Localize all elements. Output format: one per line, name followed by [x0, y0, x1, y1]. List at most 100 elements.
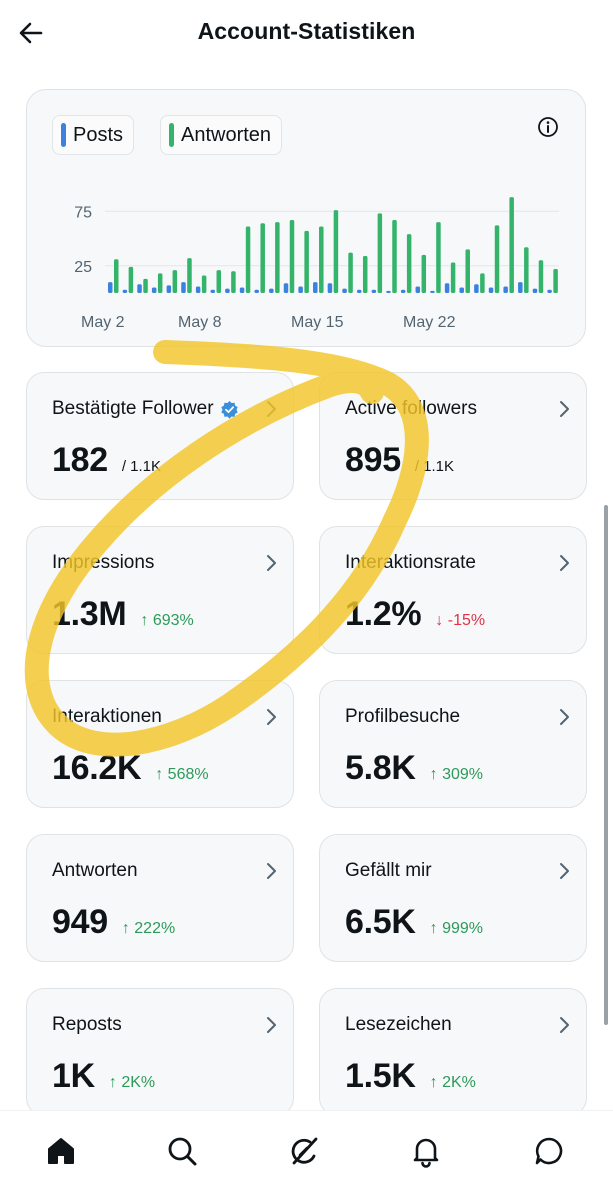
bar-posts — [430, 290, 435, 293]
activity-chart-card: Posts Antworten 75 25 May 2 May 8 May 15 May … — [26, 89, 586, 347]
stat-label-text: Reposts — [52, 1014, 122, 1035]
stat-value-row: 1K ↑ 2K% — [52, 1057, 155, 1096]
stat-value-row: 6.5K ↑ 999% — [345, 903, 483, 942]
bar-replies — [333, 210, 339, 293]
bar-posts — [371, 289, 377, 293]
stat-card-engagement-rate[interactable]: Interaktionsrate 1.2% ↓ -15% — [319, 526, 587, 654]
x-tick-label: May 22 — [403, 314, 456, 331]
stat-card-reposts[interactable]: Reposts 1K ↑ 2K% — [26, 988, 294, 1116]
legend-replies-label: Antworten — [181, 123, 272, 146]
legend-replies[interactable]: Antworten — [160, 115, 283, 155]
y-tick-label: 25 — [74, 259, 92, 276]
bar-posts — [298, 286, 303, 293]
bar-replies — [201, 275, 207, 293]
nav-search[interactable] — [162, 1131, 202, 1171]
stat-value: 5.8K — [345, 749, 416, 787]
bar-replies — [509, 197, 514, 293]
x-tick-label: May 8 — [178, 314, 222, 331]
stat-value: 895 — [345, 441, 401, 479]
bar-posts — [444, 283, 450, 293]
bar-posts — [518, 282, 523, 293]
legend-posts[interactable]: Posts — [52, 115, 135, 155]
bar-replies — [304, 230, 309, 293]
nav-messages[interactable] — [529, 1131, 569, 1171]
stat-label: Antworten — [52, 860, 138, 882]
bar-replies — [524, 247, 529, 293]
bar-replies — [538, 260, 544, 293]
stat-total: / 1.1K — [121, 458, 162, 475]
bar-posts — [459, 287, 464, 293]
messages-icon — [535, 1137, 563, 1165]
bar-posts — [269, 288, 274, 293]
header: Account-Statistiken — [0, 0, 613, 70]
bar-replies — [348, 252, 353, 293]
chevron-right-icon — [267, 555, 276, 571]
bar-replies — [231, 271, 236, 293]
bar-posts — [122, 289, 128, 293]
nav-notifications[interactable] — [406, 1131, 446, 1171]
bar-posts — [415, 286, 421, 293]
chevron-right-icon — [560, 555, 569, 571]
stat-card-verified-followers[interactable]: Bestätigte Follower 182 / 1.1K — [26, 372, 294, 500]
stat-card-profile-visits[interactable]: Profilbesuche 5.8K ↑ 309% — [319, 680, 587, 808]
stat-change: ↑ 309% — [429, 766, 483, 783]
bar-posts — [195, 286, 201, 293]
bar-posts — [503, 286, 508, 293]
bar-replies — [406, 234, 412, 293]
bar-replies — [114, 259, 119, 293]
stat-label: Gefällt mir — [345, 860, 432, 882]
stat-change: ↓ -15% — [435, 612, 486, 629]
notifications-bell-icon — [413, 1138, 439, 1168]
stat-card-replies[interactable]: Antworten 949 ↑ 222% — [26, 834, 294, 962]
bar-replies — [157, 273, 163, 293]
bar-posts — [181, 282, 186, 293]
stat-change: ↑ 568% — [155, 766, 209, 783]
scrollbar[interactable] — [604, 505, 608, 1025]
stat-change: ↑ 2K% — [108, 1074, 156, 1091]
bar-posts — [488, 287, 494, 293]
stat-label-text: Impressions — [52, 552, 155, 573]
bar-replies — [465, 249, 470, 293]
stat-value-row: 16.2K ↑ 568% — [52, 749, 209, 788]
bar-posts — [386, 290, 391, 293]
stat-change: ↑ 2K% — [429, 1074, 476, 1091]
bar-replies — [275, 222, 280, 293]
stat-label-text: Interaktionsrate — [345, 552, 476, 573]
bar-replies — [172, 270, 178, 293]
bar-posts — [474, 284, 479, 293]
stat-label-text: Active followers — [345, 398, 477, 419]
bar-posts — [356, 289, 362, 293]
stat-label-text: Profilbesuche — [345, 706, 461, 727]
bar-posts — [166, 285, 172, 293]
x-tick-label: May 15 — [291, 314, 344, 331]
bar-posts — [137, 284, 142, 293]
stat-value-row: 1.2% ↓ -15% — [345, 595, 485, 634]
replies-swatch — [169, 123, 174, 147]
stat-card-likes[interactable]: Gefällt mir 6.5K ↑ 999% — [319, 834, 587, 962]
home-icon — [48, 1138, 74, 1164]
stat-card-engagements[interactable]: Interaktionen 16.2K ↑ 568% — [26, 680, 294, 808]
bar-replies — [421, 254, 427, 293]
stat-label: Interaktionsrate — [345, 552, 476, 574]
stat-label: Profilbesuche — [345, 706, 460, 728]
nav-home[interactable] — [41, 1131, 81, 1171]
bar-replies — [480, 273, 485, 293]
stat-card-bookmarks[interactable]: Lesezeichen 1.5K ↑ 2K% — [319, 988, 587, 1116]
info-icon[interactable] — [537, 116, 559, 138]
stat-value: 1.3M — [52, 595, 127, 633]
stat-card-active-followers[interactable]: Active followers 895 / 1.1K — [319, 372, 587, 500]
back-button[interactable] — [14, 16, 48, 50]
bar-replies — [494, 225, 500, 293]
stat-value: 182 — [52, 441, 108, 479]
chevron-right-icon — [267, 1017, 276, 1033]
bar-posts — [400, 289, 406, 293]
stat-label: Lesezeichen — [345, 1014, 452, 1036]
posts-swatch — [61, 123, 66, 147]
stat-value: 1.5K — [345, 1057, 416, 1095]
stat-total: / 1.1K — [414, 458, 455, 475]
stat-card-impressions[interactable]: Impressions 1.3M ↑ 693% — [26, 526, 294, 654]
y-tick-label: 75 — [74, 204, 92, 221]
nav-grok[interactable] — [284, 1131, 324, 1171]
stat-value-row: 5.8K ↑ 309% — [345, 749, 483, 788]
bottom-nav — [0, 1110, 613, 1200]
